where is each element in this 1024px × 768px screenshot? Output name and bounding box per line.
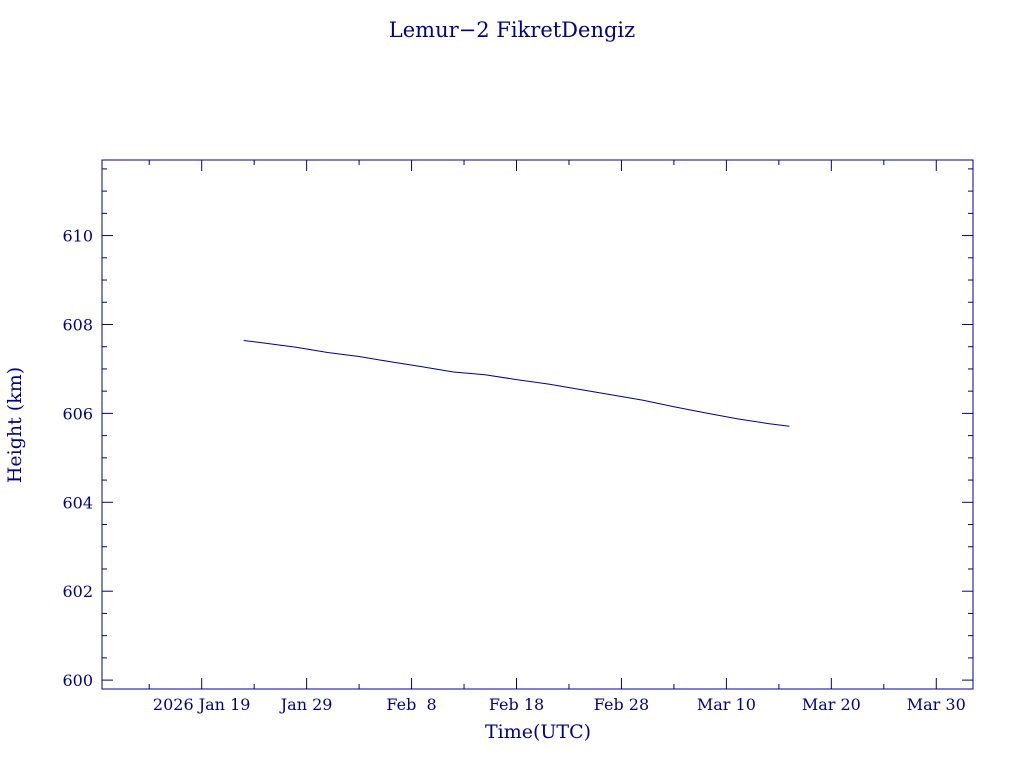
y-axis-label: Height (km)	[4, 367, 26, 483]
y-tick-label: 604	[62, 493, 93, 512]
height-series-line	[243, 340, 790, 427]
x-axis-tick-labels: 2026 Jan 19 Jan 29 Feb 8 Feb 18 Feb 28 Mar 10…	[153, 695, 966, 714]
y-tick-label: 600	[62, 671, 93, 690]
plot-frame	[101, 159, 974, 690]
y-tick-label: 608	[62, 315, 93, 334]
y-axis-tick-labels: 600 602 604 606 608 610	[62, 227, 93, 691]
x-tick-label: 2026 Jan 19	[153, 695, 251, 714]
y-axis-ticks	[102, 168, 973, 681]
x-tick-label: Mar 10	[697, 695, 756, 714]
x-tick-label: Mar 30	[907, 695, 966, 714]
x-tick-label: Mar 20	[802, 695, 861, 714]
y-tick-label: 610	[62, 227, 93, 246]
x-tick-label: Jan 29	[279, 695, 333, 714]
x-tick-label: Feb 28	[594, 695, 649, 714]
y-tick-label: 602	[62, 582, 93, 601]
x-tick-label: Feb 8	[386, 695, 436, 714]
x-axis-ticks	[148, 160, 937, 689]
x-axis-label: Time(UTC)	[485, 721, 591, 743]
chart-title: Lemur−2 FikretDengiz	[389, 18, 635, 42]
y-tick-label: 606	[62, 404, 93, 423]
x-tick-label: Feb 18	[489, 695, 544, 714]
